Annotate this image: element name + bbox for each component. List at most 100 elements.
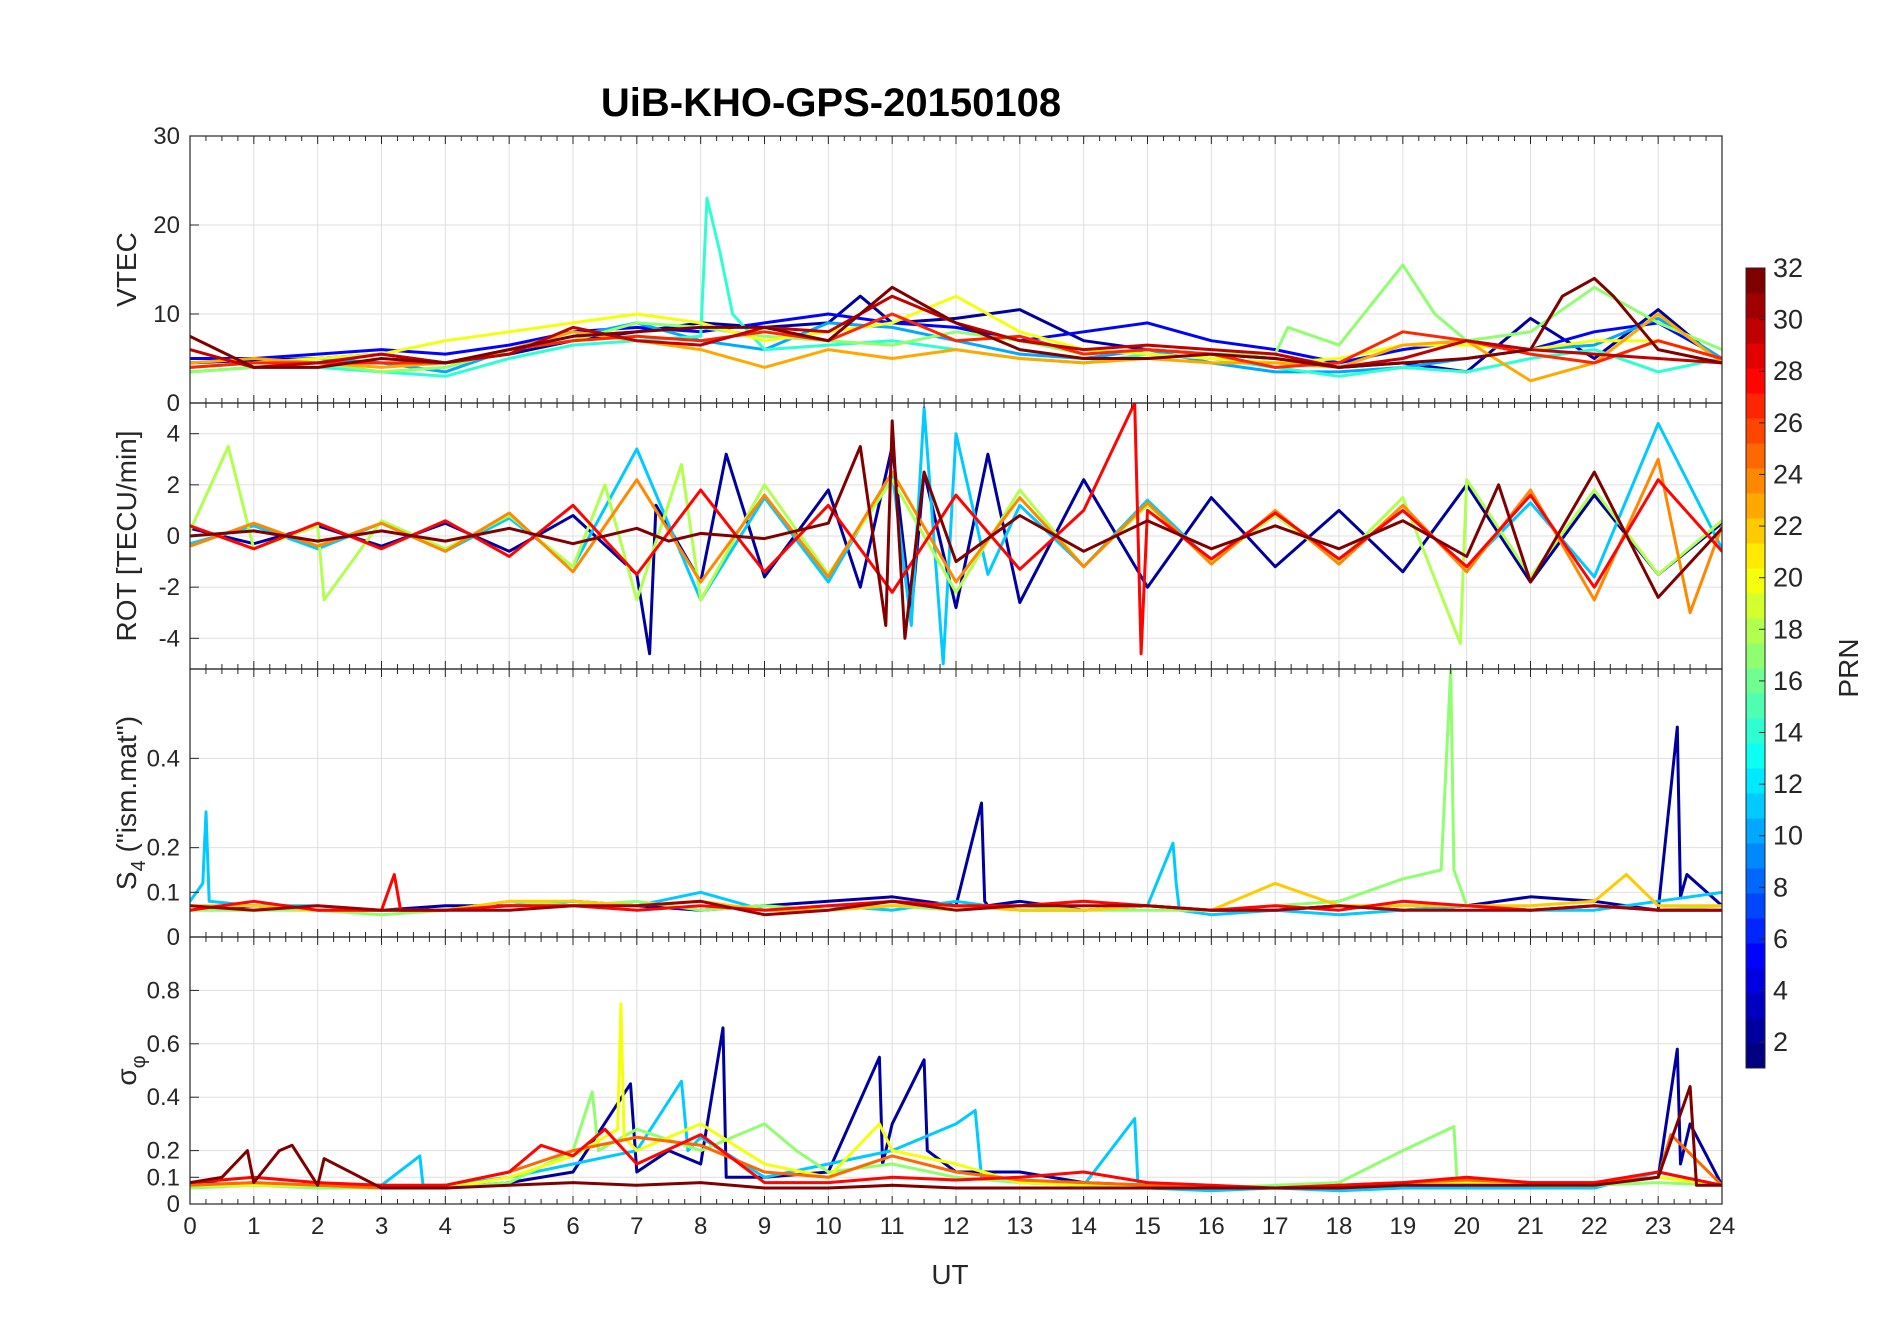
colorbar-tick-label: 20 (1773, 563, 1803, 593)
y-tick-label-s4: 0.2 (147, 835, 180, 862)
panel-vtec: 0 10 20 30 VTEC (111, 123, 1723, 417)
series-line-prn-2 (190, 445, 1722, 656)
colorbar-tick-label: 10 (1773, 821, 1803, 851)
y-tick-label-sigma_phi: 0.4 (147, 1084, 180, 1111)
x-tick-label: 21 (1517, 1213, 1544, 1240)
colorbar-tick-label: 28 (1773, 356, 1803, 386)
x-tick-label: 20 (1453, 1213, 1480, 1240)
y-tick-label-s4: 0.1 (147, 879, 180, 906)
series-line-prn-28 (190, 403, 1722, 656)
colorbar-tick-label: 24 (1773, 459, 1803, 489)
colorbar-segment (1746, 643, 1765, 669)
colorbar-segment (1746, 968, 1765, 994)
y-tick-label-rot: -4 (159, 625, 180, 652)
x-tick-label: 18 (1326, 1213, 1353, 1240)
colorbar-segment (1746, 518, 1765, 544)
colorbar-segment (1746, 843, 1765, 869)
panel-s4: 0 0.1 0.2 0.4S4 ("ism.mat") (111, 668, 1723, 951)
y-tick-label-s4: 0.4 (147, 745, 180, 772)
y-tick-label-vtec: 30 (153, 123, 180, 150)
y-tick-label-sigma_phi: 0.2 (147, 1138, 180, 1165)
series-group-vtec (190, 196, 1722, 383)
y-tick-label-sigma_phi: 0.6 (147, 1031, 180, 1058)
x-minor-ticks (189, 136, 1723, 403)
colorbar-segment (1746, 393, 1765, 419)
colorbar-segment (1746, 868, 1765, 894)
colorbar-tick-label: 8 (1773, 872, 1788, 902)
y-tick-label-rot: -2 (159, 574, 180, 601)
colorbar-segment (1746, 368, 1765, 394)
x-minor-ticks (189, 937, 1723, 1204)
colorbar-tick-label: 16 (1773, 666, 1803, 696)
colorbar-segment (1746, 418, 1765, 444)
colorbar-segment (1746, 268, 1765, 294)
colorbar-segment (1746, 618, 1765, 644)
colorbar-tick-label: 2 (1773, 1027, 1788, 1057)
x-tick-label: 10 (815, 1213, 842, 1240)
colorbar-segment (1746, 468, 1765, 494)
colorbar-segment (1746, 918, 1765, 944)
y-tick-label-s4: 0 (167, 924, 180, 951)
colorbar-tick-label: 18 (1773, 614, 1803, 644)
y-axis-label-sigma_phi: σφ (111, 1055, 150, 1085)
series-line-prn-32 (190, 276, 1722, 369)
colorbar-segment (1746, 668, 1765, 694)
x-tick-label: 14 (1070, 1213, 1097, 1240)
series-group-s4 (190, 669, 1722, 917)
x-tick-label: 7 (630, 1213, 643, 1240)
y-tick-label-vtec: 20 (153, 212, 180, 239)
x-tick-label: 6 (566, 1213, 579, 1240)
x-tick-label: 24 (1709, 1213, 1736, 1240)
x-tick-label: 23 (1645, 1213, 1672, 1240)
colorbar-segment (1746, 718, 1765, 744)
x-tick-labels: 0 1 2 3 4 5 6 7 8 9 10 11 12 13 14 15 16 17 18 19 20 21 22 23 24 (183, 1213, 1735, 1240)
y-tick-label-sigma_phi: 0 (167, 1191, 180, 1218)
colorbar-segment (1746, 568, 1765, 594)
colorbar-segment (1746, 1043, 1765, 1069)
x-tick-label: 5 (502, 1213, 515, 1240)
x-tick-label: 19 (1389, 1213, 1416, 1240)
colorbar-segment (1746, 343, 1765, 369)
y-axis-label-vtec: VTEC (111, 232, 142, 307)
colorbar-segment (1746, 943, 1765, 969)
colorbar-tick-label: 4 (1773, 976, 1788, 1006)
colorbar-tick-label: 22 (1773, 511, 1803, 541)
y-tick-label-rot: 2 (167, 472, 180, 499)
colorbar-segment (1746, 793, 1765, 819)
x-tick-label: 17 (1262, 1213, 1289, 1240)
series-line-prn-20 (190, 294, 1722, 369)
colorbar-segment (1746, 693, 1765, 719)
colorbar-segment (1746, 993, 1765, 1019)
colorbar-tick-label: 14 (1773, 718, 1803, 748)
x-tick-label: 0 (183, 1213, 196, 1240)
y-tick-label-sigma_phi: 0.1 (147, 1164, 180, 1191)
x-tick-label: 13 (1006, 1213, 1033, 1240)
x-tick-label: 8 (694, 1213, 707, 1240)
colorbar-tick-label: 26 (1773, 408, 1803, 438)
x-tick-label: 12 (943, 1213, 970, 1240)
y-tick-label-rot: 4 (167, 421, 180, 448)
x-tick-label: 2 (311, 1213, 324, 1240)
series-line-prn-32 (190, 419, 1722, 640)
colorbar-segment (1746, 443, 1765, 469)
colorbar-tick-label: 32 (1773, 253, 1803, 283)
y-tick-label-sigma_phi: 0.8 (147, 977, 180, 1004)
series-line-prn-32 (190, 1085, 1722, 1190)
x-minor-ticks (189, 669, 1723, 937)
x-tick-label: 15 (1134, 1213, 1161, 1240)
x-tick-label: 22 (1581, 1213, 1608, 1240)
x-tick-label: 11 (880, 1213, 905, 1240)
chart-title: UiB-KHO-GPS-20150108 (601, 81, 1061, 125)
colorbar-frame (1745, 267, 1766, 1069)
x-tick-label: 4 (439, 1213, 452, 1240)
x-minor-ticks (189, 403, 1723, 669)
x-tick-label: 9 (758, 1213, 771, 1240)
colorbar-tick-label: 30 (1773, 305, 1803, 335)
colorbar-segment (1746, 743, 1765, 769)
panel-rot: -4 -2 0 2 4 ROT [TECU/min] (111, 402, 1723, 670)
panel-sigma_phi: 00.10.2 0.4 0.6 0.8 σφ (111, 936, 1723, 1218)
colorbar-segment (1746, 543, 1765, 569)
y-axis-label-s4: S4 ("ism.mat") (111, 716, 150, 890)
